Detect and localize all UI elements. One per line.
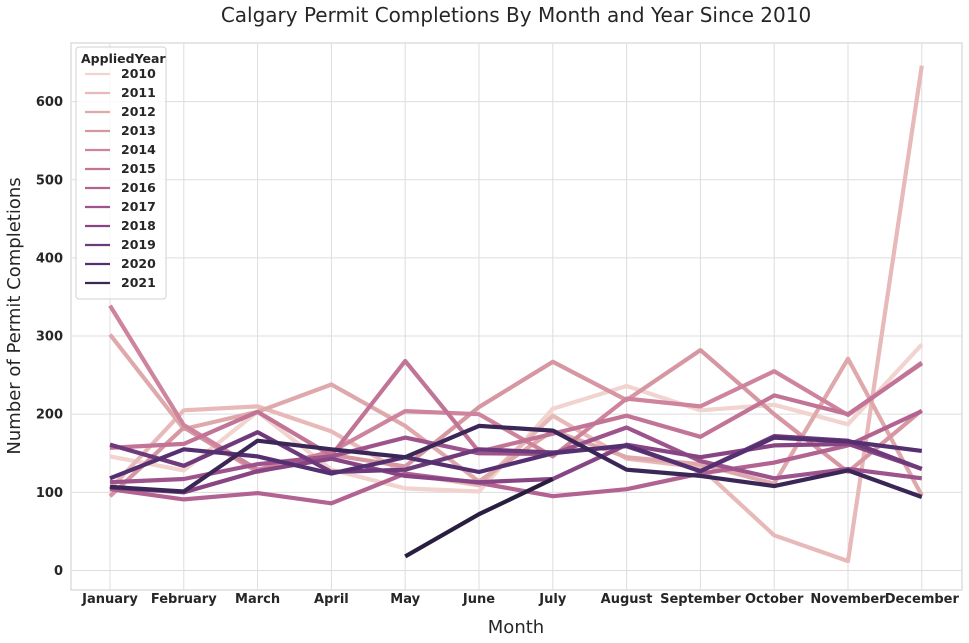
legend-entry: 2015 (121, 161, 156, 176)
legend: AppliedYear 2010 2011 2012 2013 2014 2015 2016… (75, 46, 167, 300)
legend-entry: 2017 (121, 199, 156, 214)
chart-title: Calgary Permit Completions By Month and … (221, 3, 811, 27)
y-axis-label: Number of Permit Completions (4, 177, 25, 454)
series-lines (108, 65, 924, 564)
legend-entry: 2016 (121, 180, 156, 195)
y-tick-label: 200 (36, 408, 63, 423)
plot-area (70, 42, 963, 591)
series-line-extra (404, 477, 554, 559)
x-tick-label: August (601, 592, 653, 607)
y-tick-label: 0 (54, 564, 63, 579)
legend-entry: 2019 (121, 237, 156, 252)
series-line-2012 (108, 333, 924, 497)
legend-box (75, 46, 167, 300)
x-tick-label: January (81, 592, 138, 607)
series-line-2015 (109, 358, 923, 458)
y-tick-labels: 0 100 200 300 400 500 600 (36, 95, 63, 579)
legend-title: AppliedYear (81, 51, 166, 66)
series-line-2018 (109, 441, 923, 495)
legend-entry: 2021 (121, 275, 156, 290)
legend-entry: 2012 (121, 104, 156, 119)
legend-entry: 2013 (121, 123, 156, 138)
grid-lines (71, 43, 962, 590)
series-line-2017 (109, 425, 923, 485)
x-tick-label: July (538, 592, 567, 607)
x-tick-label: April (314, 592, 349, 607)
x-tick-label: February (151, 592, 217, 607)
x-tick-label: October (745, 592, 804, 607)
x-tick-label: September (660, 592, 741, 607)
x-tick-label: May (390, 592, 420, 607)
y-tick-label: 300 (36, 330, 63, 345)
legend-entry: 2010 (121, 66, 156, 81)
y-tick-label: 500 (36, 173, 63, 188)
x-tick-label: June (462, 592, 495, 607)
series-line-2020 (109, 435, 923, 481)
y-tick-label: 100 (36, 486, 63, 501)
legend-entry: 2011 (121, 85, 156, 100)
y-tick-label: 600 (36, 95, 63, 110)
legend-entry: 2014 (121, 142, 156, 157)
series-line-2016 (109, 409, 923, 506)
y-tick-label: 400 (36, 251, 63, 266)
legend-entry: 2018 (121, 218, 156, 233)
x-axis-label: Month (488, 617, 544, 638)
x-tick-label: March (235, 592, 280, 607)
series-line-2021 (109, 423, 923, 499)
x-tick-labels: January February March April May June July Augu… (81, 592, 959, 607)
x-tick-label: November (810, 592, 886, 607)
series-line-2014 (108, 304, 924, 472)
legend-entry: 2020 (121, 256, 156, 271)
x-tick-label: December (885, 592, 960, 607)
